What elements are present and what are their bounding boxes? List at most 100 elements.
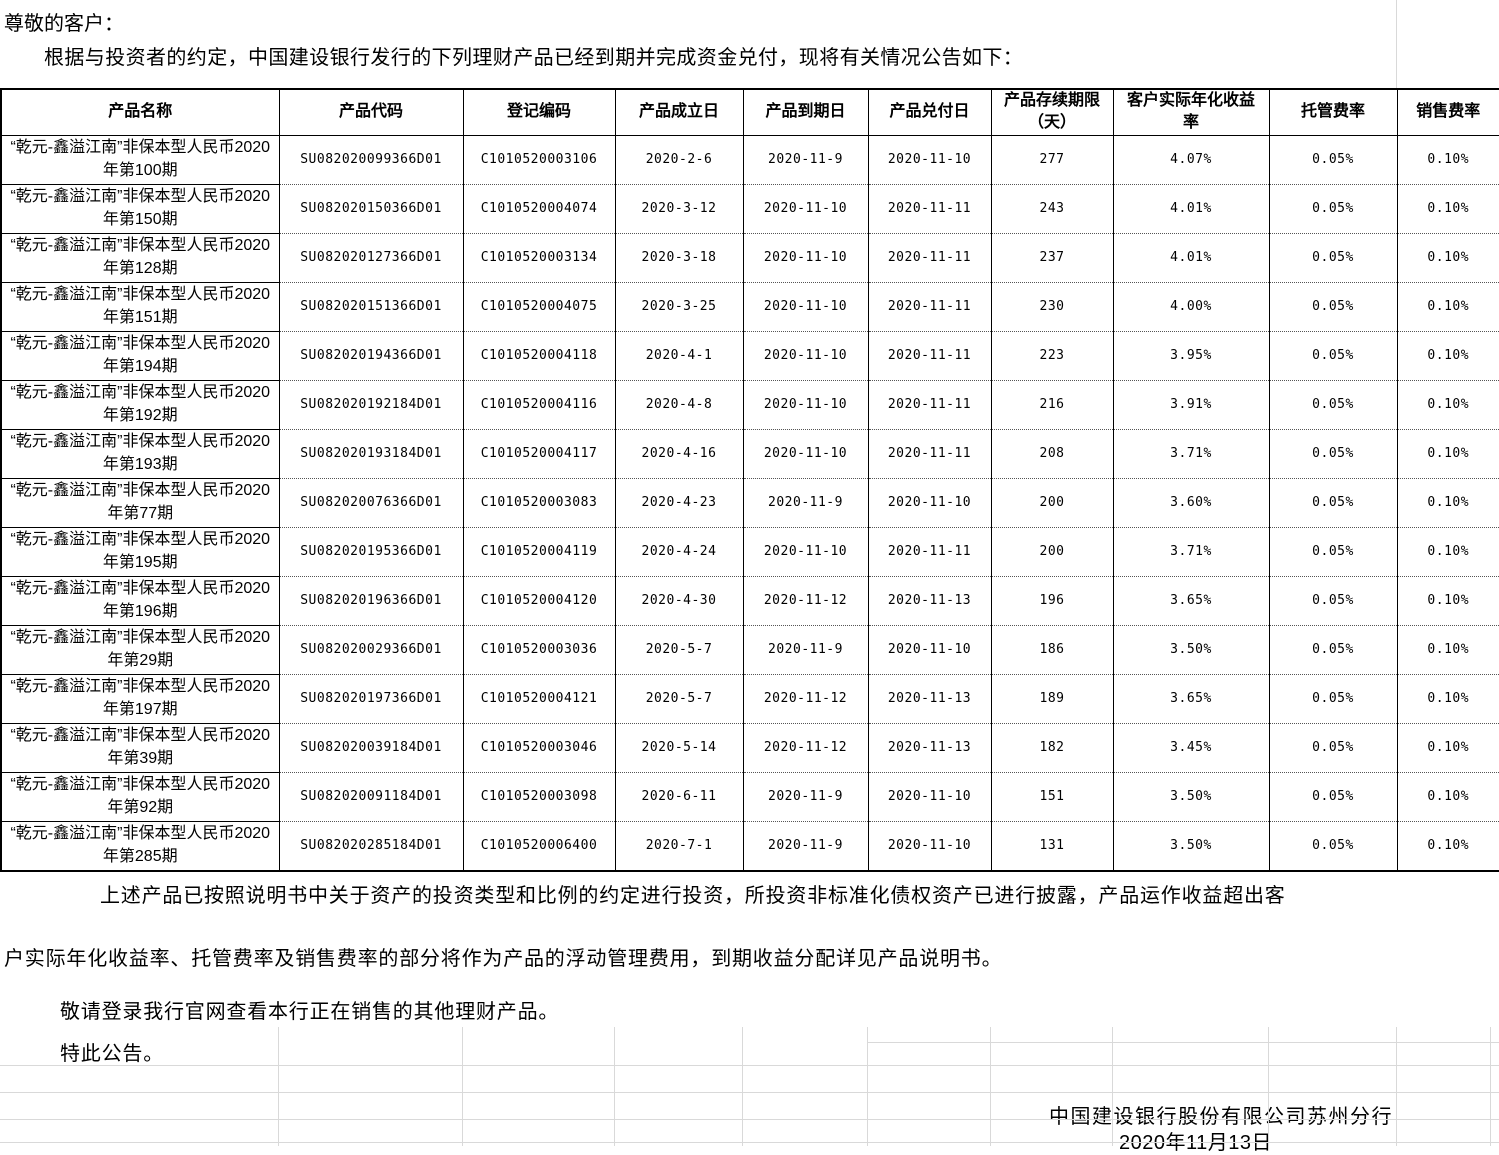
product-name-cell: “乾元-鑫溢江南”非保本型人民币2020年第285期 bbox=[0, 821, 280, 872]
gridline-vertical bbox=[1396, 0, 1397, 88]
table-cell: 2020-3-18 bbox=[614, 233, 744, 283]
gridline-vertical bbox=[278, 1027, 279, 1146]
table-cell: 0.10% bbox=[1396, 674, 1499, 724]
table-cell: SU082020099366D01 bbox=[278, 135, 464, 185]
table-cell: SU082020029366D01 bbox=[278, 625, 464, 675]
product-name-cell: “乾元-鑫溢江南”非保本型人民币2020年第197期 bbox=[0, 674, 280, 724]
gridline-horizontal bbox=[0, 1065, 1499, 1066]
table-cell: 2020-11-9 bbox=[742, 821, 869, 872]
table-cell: 2020-3-25 bbox=[614, 282, 744, 332]
table-cell: 223 bbox=[990, 331, 1114, 381]
table-cell: 2020-2-6 bbox=[614, 135, 744, 185]
table-cell: 0.10% bbox=[1396, 135, 1499, 185]
table-cell: 200 bbox=[990, 527, 1114, 577]
table-cell: C1010520003098 bbox=[462, 772, 616, 822]
table-cell: 2020-11-10 bbox=[742, 233, 869, 283]
table-cell: 2020-11-10 bbox=[867, 135, 992, 185]
table-cell: 4.01% bbox=[1112, 184, 1270, 234]
table-cell: 0.10% bbox=[1396, 233, 1499, 283]
table-cell: 2020-11-11 bbox=[867, 184, 992, 234]
table-cell: C1010520004119 bbox=[462, 527, 616, 577]
products-table: 产品名称 产品代码 登记编码 产品成立日 产品到期日 产品兑付日 产品存续期限（天） 客户实际… bbox=[0, 88, 1499, 872]
table-cell: 0.10% bbox=[1396, 282, 1499, 332]
table-row: “乾元-鑫溢江南”非保本型人民币2020年第150期 SU082020150366… bbox=[0, 184, 1499, 234]
table-cell: SU082020193184D01 bbox=[278, 429, 464, 479]
table-row: “乾元-鑫溢江南”非保本型人民币2020年第194期 SU082020194366… bbox=[0, 331, 1499, 381]
bank-signature: 中国建设银行股份有限公司苏州分行 bbox=[1049, 1106, 1393, 1128]
table-cell: 2020-11-10 bbox=[742, 184, 869, 234]
product-name-cell: “乾元-鑫溢江南”非保本型人民币2020年第196期 bbox=[0, 576, 280, 626]
table-cell: C1010520004116 bbox=[462, 380, 616, 430]
table-cell: 4.01% bbox=[1112, 233, 1270, 283]
table-cell: 0.05% bbox=[1268, 184, 1398, 234]
table-cell: 2020-3-12 bbox=[614, 184, 744, 234]
table-cell: 3.50% bbox=[1112, 625, 1270, 675]
column-header-7: 客户实际年化收益率 bbox=[1112, 88, 1270, 136]
table-cell: 4.00% bbox=[1112, 282, 1270, 332]
table-cell: 230 bbox=[990, 282, 1114, 332]
table-cell: 0.05% bbox=[1268, 380, 1398, 430]
table-cell: C1010520004118 bbox=[462, 331, 616, 381]
table-cell: 2020-4-1 bbox=[614, 331, 744, 381]
table-cell: C1010520006400 bbox=[462, 821, 616, 872]
table-cell: 0.10% bbox=[1396, 821, 1499, 872]
gridline-vertical bbox=[1112, 1027, 1113, 1146]
table-cell: 0.05% bbox=[1268, 821, 1398, 872]
gridline-horizontal bbox=[867, 1042, 1499, 1043]
table-cell: C1010520003036 bbox=[462, 625, 616, 675]
table-cell: 0.10% bbox=[1396, 527, 1499, 577]
table-cell: 2020-11-10 bbox=[742, 282, 869, 332]
table-cell: 2020-4-8 bbox=[614, 380, 744, 430]
gridline-horizontal bbox=[0, 1142, 1499, 1143]
column-header-5: 产品兑付日 bbox=[867, 88, 992, 136]
product-name-cell: “乾元-鑫溢江南”非保本型人民币2020年第195期 bbox=[0, 527, 280, 577]
table-cell: 237 bbox=[990, 233, 1114, 283]
table-cell: 0.05% bbox=[1268, 135, 1398, 185]
table-cell: C1010520003134 bbox=[462, 233, 616, 283]
column-header-8: 托管费率 bbox=[1268, 88, 1398, 136]
table-cell: 4.07% bbox=[1112, 135, 1270, 185]
table-cell: C1010520004075 bbox=[462, 282, 616, 332]
table-cell: 2020-11-12 bbox=[742, 576, 869, 626]
table-row: “乾元-鑫溢江南”非保本型人民币2020年第197期 SU082020197366… bbox=[0, 674, 1499, 724]
table-cell: 2020-11-10 bbox=[867, 772, 992, 822]
gridline-vertical bbox=[1490, 1027, 1491, 1146]
table-cell: C1010520003106 bbox=[462, 135, 616, 185]
table-cell: 2020-4-23 bbox=[614, 478, 744, 528]
product-name-cell: “乾元-鑫溢江南”非保本型人民币2020年第150期 bbox=[0, 184, 280, 234]
table-cell: 2020-11-9 bbox=[742, 772, 869, 822]
table-cell: 0.10% bbox=[1396, 576, 1499, 626]
table-cell: C1010520003083 bbox=[462, 478, 616, 528]
table-cell: 2020-11-10 bbox=[742, 380, 869, 430]
table-cell: 3.50% bbox=[1112, 772, 1270, 822]
gridline-vertical bbox=[867, 1027, 868, 1146]
gridline-horizontal bbox=[0, 1092, 1499, 1093]
table-cell: 2020-7-1 bbox=[614, 821, 744, 872]
table-cell: C1010520004074 bbox=[462, 184, 616, 234]
table-cell: 2020-11-12 bbox=[742, 674, 869, 724]
table-cell: 0.05% bbox=[1268, 233, 1398, 283]
table-row: “乾元-鑫溢江南”非保本型人民币2020年第100期 SU082020099366… bbox=[0, 135, 1499, 185]
table-cell: 243 bbox=[990, 184, 1114, 234]
table-cell: 0.10% bbox=[1396, 429, 1499, 479]
table-cell: 2020-4-24 bbox=[614, 527, 744, 577]
table-cell: 131 bbox=[990, 821, 1114, 872]
table-cell: 0.10% bbox=[1396, 625, 1499, 675]
product-name-cell: “乾元-鑫溢江南”非保本型人民币2020年第39期 bbox=[0, 723, 280, 773]
table-cell: 216 bbox=[990, 380, 1114, 430]
table-row: “乾元-鑫溢江南”非保本型人民币2020年第151期 SU082020151366… bbox=[0, 282, 1499, 332]
table-cell: 0.05% bbox=[1268, 527, 1398, 577]
table-cell: 3.65% bbox=[1112, 674, 1270, 724]
table-row: “乾元-鑫溢江南”非保本型人民币2020年第92期 SU082020091184D… bbox=[0, 772, 1499, 822]
table-cell: 208 bbox=[990, 429, 1114, 479]
table-cell: 2020-11-10 bbox=[742, 429, 869, 479]
table-cell: 3.71% bbox=[1112, 527, 1270, 577]
table-cell: 3.60% bbox=[1112, 478, 1270, 528]
table-cell: 3.45% bbox=[1112, 723, 1270, 773]
table-cell: SU082020151366D01 bbox=[278, 282, 464, 332]
table-cell: 3.71% bbox=[1112, 429, 1270, 479]
gridline-vertical bbox=[614, 1027, 615, 1146]
table-cell: 3.91% bbox=[1112, 380, 1270, 430]
table-cell: SU082020150366D01 bbox=[278, 184, 464, 234]
table-cell: 277 bbox=[990, 135, 1114, 185]
